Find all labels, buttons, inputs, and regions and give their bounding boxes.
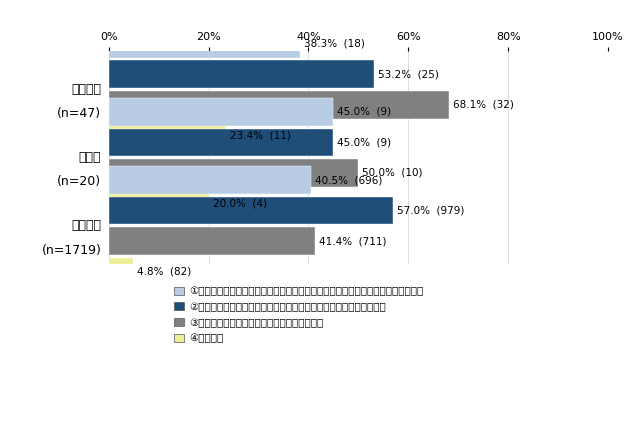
Text: (n=47): (n=47) (57, 107, 101, 120)
Bar (109, 258, 132, 285)
Text: 4.8%  (82): 4.8% (82) (137, 267, 191, 276)
Text: 23.4%  (11): 23.4% (11) (230, 130, 291, 140)
Bar (109, 166, 311, 194)
Text: 政令市: 政令市 (79, 151, 101, 164)
Legend: ①　ＩＣＴの活用やタイムカードなどにより、勤務時間を客観的に把握している。, ②　校長等が現認することにより、勤怠管理の状況を確認している。, ③　本人からの自: ① ＩＣＴの活用やタイムカードなどにより、勤務時間を客観的に把握している。, ②… (174, 286, 424, 343)
Bar (109, 91, 449, 118)
Text: 市区町村: 市区町村 (71, 219, 101, 232)
Text: 45.0%  (9): 45.0% (9) (337, 107, 392, 117)
Bar (109, 129, 333, 156)
Text: 53.2%  (25): 53.2% (25) (378, 69, 439, 79)
Text: 38.3%  (18): 38.3% (18) (304, 39, 365, 49)
Text: 20.0%  (4): 20.0% (4) (212, 199, 267, 208)
Bar (109, 60, 374, 88)
Bar (109, 197, 394, 225)
Bar (109, 159, 358, 187)
Text: 40.5%  (696): 40.5% (696) (315, 175, 382, 185)
Text: (n=20): (n=20) (57, 176, 101, 188)
Text: 45.0%  (9): 45.0% (9) (337, 138, 392, 147)
Text: 68.1%  (32): 68.1% (32) (452, 100, 514, 109)
Text: 都道府県: 都道府県 (71, 83, 101, 96)
Text: 50.0%  (10): 50.0% (10) (362, 168, 423, 178)
Bar (109, 98, 333, 126)
Bar (109, 190, 209, 217)
Text: 41.4%  (711): 41.4% (711) (319, 236, 387, 246)
Bar (109, 30, 300, 58)
Text: 57.0%  (979): 57.0% (979) (397, 206, 465, 216)
Bar (109, 227, 316, 255)
Text: (n=1719): (n=1719) (42, 244, 101, 256)
Bar (109, 121, 226, 149)
